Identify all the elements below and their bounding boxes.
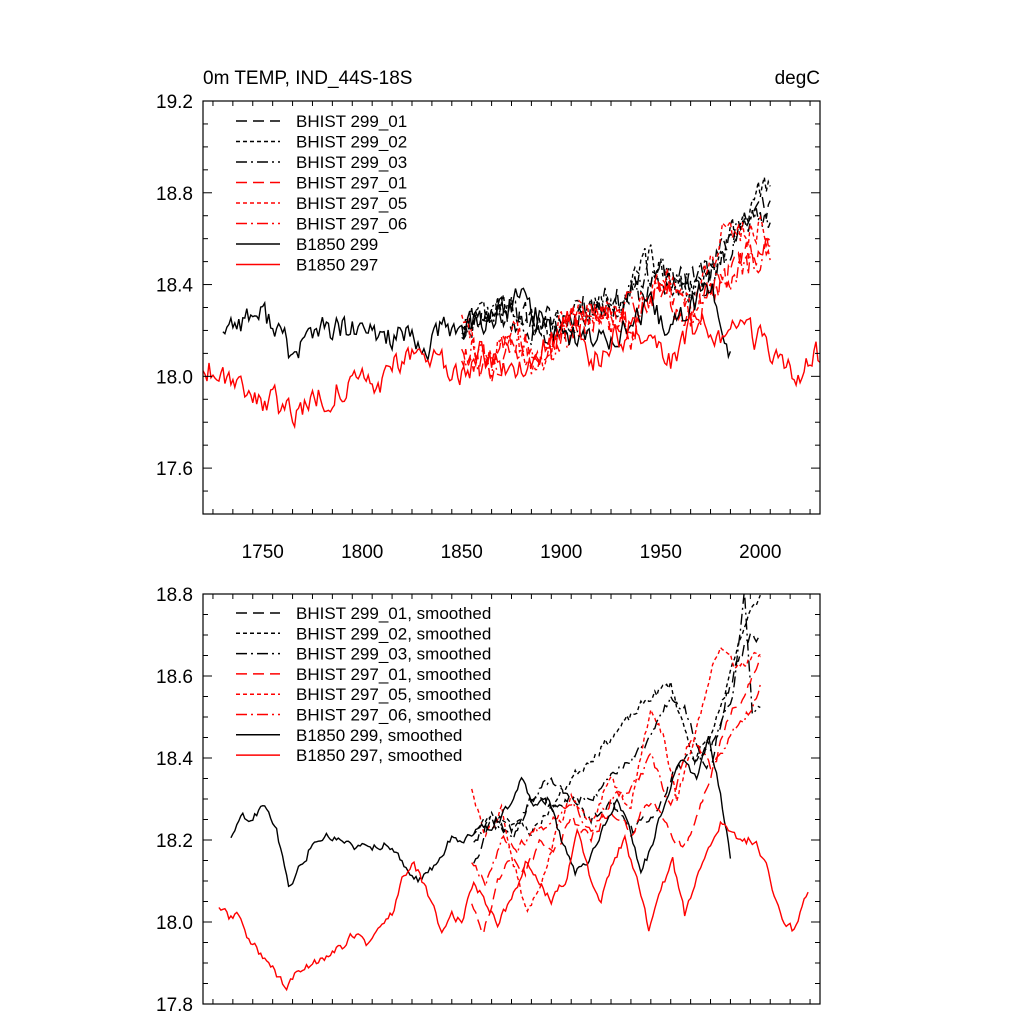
legend-item: BHIST 297_01, smoothed <box>236 665 491 684</box>
series-line-bhist-297-05-smoothed <box>471 646 761 913</box>
legend-item: BHIST 299_01, smoothed <box>236 604 491 623</box>
x-tick-label: 1800 <box>341 542 383 563</box>
legend-label: BHIST 297_01 <box>296 174 407 193</box>
legend-item: B1850 297, smoothed <box>236 746 462 765</box>
y-tick-label: 18.6 <box>156 667 193 688</box>
series-line-bhist-299-03 <box>461 208 771 349</box>
y-tick-label: 18.8 <box>156 585 193 606</box>
x-tick-label: 1950 <box>640 542 682 563</box>
chart-units: degC <box>775 68 820 89</box>
legend-item: B1850 299 <box>236 235 378 254</box>
series-line-bhist-299-01 <box>461 195 771 339</box>
y-tick-label: 18.2 <box>156 831 193 852</box>
legend-item: BHIST 299_03 <box>236 153 407 172</box>
legend-label: BHIST 299_03 <box>296 153 407 172</box>
chart-top: 0m TEMP, IND_44S-18S degC 17.6 18.0 18.4 18… <box>156 68 821 563</box>
series-layer <box>218 594 809 992</box>
series-line-bhist-297-06 <box>461 242 771 379</box>
legend-label: B1850 297, smoothed <box>296 746 462 765</box>
legend-label: BHIST 299_02 <box>296 133 407 152</box>
legend-label: BHIST 299_01 <box>296 112 407 131</box>
y-tick-label: 18.0 <box>156 913 193 934</box>
x-tick-label: 2000 <box>739 542 781 563</box>
series-line-bhist-299-01-smoothed <box>473 631 759 864</box>
y-tick-label: 17.8 <box>156 995 193 1016</box>
series-line-b1850-297-smoothed <box>218 820 809 992</box>
y-tick-label: 19.2 <box>156 92 193 113</box>
legend-label: BHIST 299_01, smoothed <box>296 604 491 623</box>
legend-item: BHIST 299_03, smoothed <box>236 645 491 664</box>
x-tick-label: 1900 <box>540 542 582 563</box>
series-line-bhist-299-02-smoothed <box>473 594 761 837</box>
legend-item: BHIST 297_05, smoothed <box>236 685 491 704</box>
legend-item: BHIST 299_02, smoothed <box>236 624 491 643</box>
legend-label: BHIST 299_03, smoothed <box>296 645 491 664</box>
legend-item: BHIST 299_02 <box>236 133 407 152</box>
x-tick-label: 1750 <box>242 542 284 563</box>
series-line-bhist-299-03-smoothed <box>473 594 761 843</box>
chart-title: 0m TEMP, IND_44S-18S <box>203 68 412 89</box>
y-tick-label: 17.6 <box>156 459 193 480</box>
legend-label: B1850 297 <box>296 256 378 275</box>
legend-label: BHIST 297_05 <box>296 194 407 213</box>
y-tick-label: 18.4 <box>156 276 193 297</box>
series-line-b1850-297 <box>203 308 820 430</box>
legend-item: B1850 297 <box>236 256 378 275</box>
series-line-bhist-297-01-smoothed <box>471 656 761 935</box>
legend-item: B1850 299, smoothed <box>236 726 462 745</box>
chart-bottom: 17.8 18.0 18.2 18.4 18.6 18.8 BHIST 299_01, s… <box>156 585 821 1016</box>
legend-label: BHIST 297_06 <box>296 215 407 234</box>
axis-ticks: 17.8 18.0 18.2 18.4 18.6 18.8 <box>156 585 820 1016</box>
legend-label: BHIST 299_02, smoothed <box>296 624 491 643</box>
legend-label: B1850 299, smoothed <box>296 726 462 745</box>
y-tick-label: 18.8 <box>156 184 193 205</box>
y-tick-label: 18.4 <box>156 749 193 770</box>
series-line-bhist-297-06-smoothed <box>471 684 761 890</box>
series-line-bhist-297-05 <box>461 214 771 375</box>
legend-label: BHIST 297_01, smoothed <box>296 665 491 684</box>
series-line-b1850-299-smoothed <box>230 736 732 888</box>
series-layer <box>203 177 820 430</box>
x-tick-label: 1850 <box>441 542 483 563</box>
legend-item: BHIST 297_01 <box>236 174 407 193</box>
legend-item: BHIST 297_06, smoothed <box>236 706 491 725</box>
legend-label: BHIST 297_05, smoothed <box>296 685 491 704</box>
legend-item: BHIST 299_01 <box>236 112 407 131</box>
y-tick-label: 18.0 <box>156 367 193 388</box>
axis-ticks: 17.6 18.0 18.4 18.8 19.2 1750 1800 1850 1900 1950… <box>156 92 820 563</box>
legend-label: B1850 299 <box>296 235 378 254</box>
legend-item: BHIST 297_05 <box>236 194 407 213</box>
legend-item: BHIST 297_06 <box>236 215 407 234</box>
series-line-b1850-299 <box>222 281 732 363</box>
legend-label: BHIST 297_06, smoothed <box>296 706 491 725</box>
